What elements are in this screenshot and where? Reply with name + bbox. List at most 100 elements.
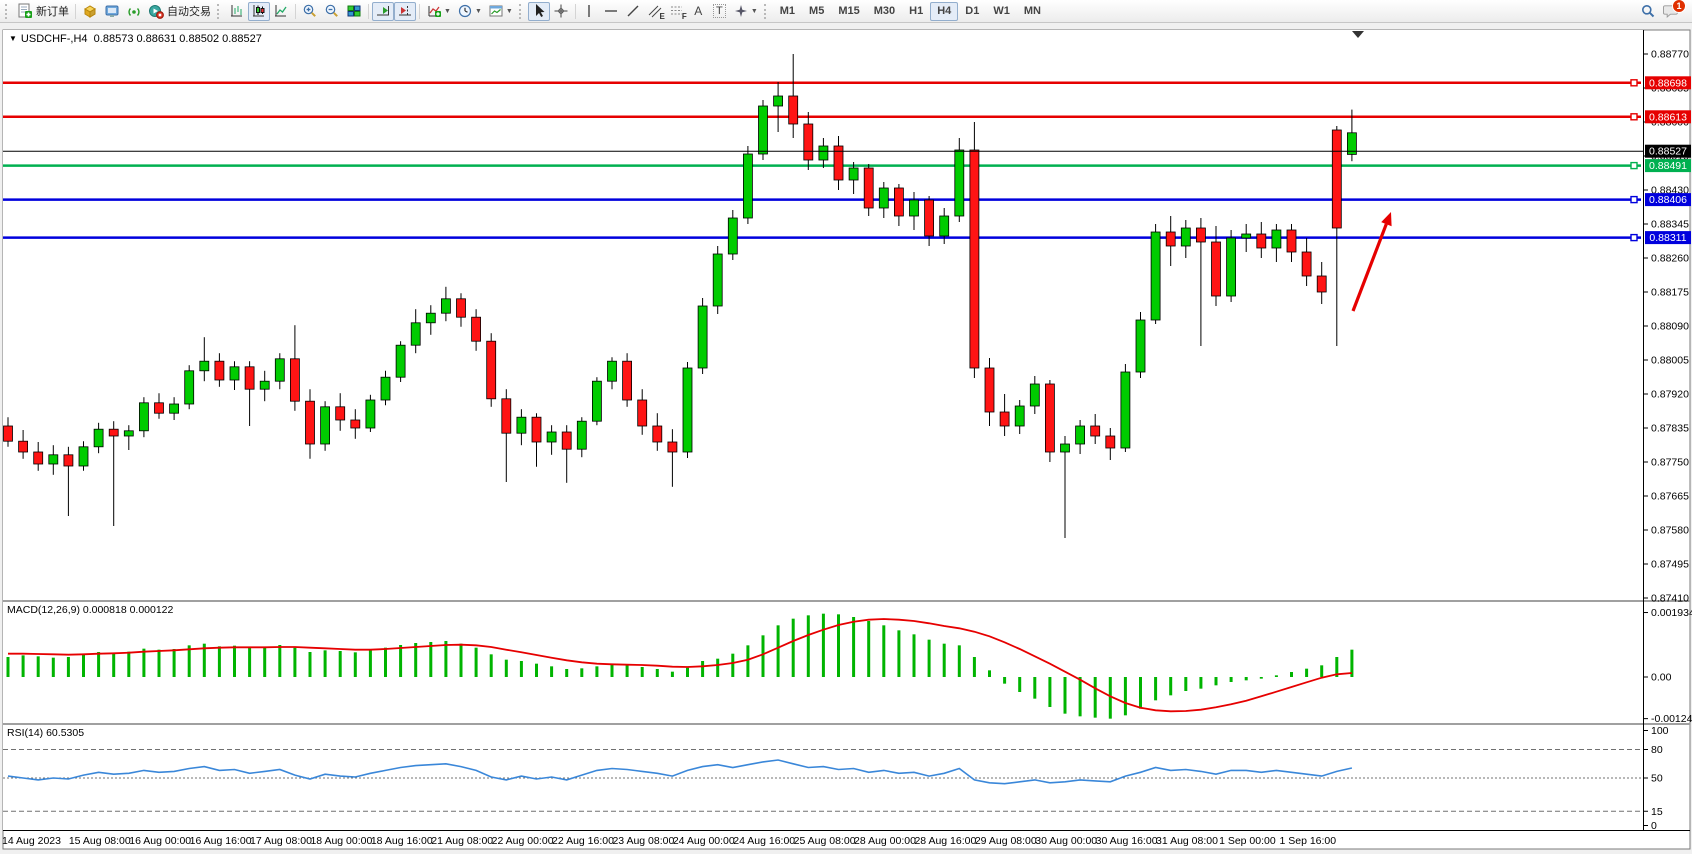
- time-tick-label: 24 Aug 16:00: [733, 835, 795, 847]
- templates-button[interactable]: ▼: [485, 2, 516, 21]
- timeframe-w1-button[interactable]: W1: [993, 5, 1010, 17]
- vertical-line-icon: [582, 3, 596, 19]
- annotation-arrow-head: [1381, 212, 1392, 227]
- text-icon: A: [694, 4, 703, 18]
- price-tick-label: 0.87580: [1651, 525, 1689, 537]
- line-chart-button[interactable]: [270, 2, 292, 21]
- auto-trading-label: 自动交易: [167, 6, 211, 18]
- macd-tick-label: 0.00: [1651, 672, 1672, 684]
- chart-title: ▼ USDCHF-,H4 0.88573 0.88631 0.88502 0.88…: [9, 33, 262, 45]
- toolbar-grip[interactable]: [217, 3, 223, 19]
- pane-divider[interactable]: [3, 723, 1690, 725]
- zoom-out-icon: [324, 3, 340, 19]
- search-button[interactable]: [1637, 2, 1659, 21]
- annotation-arrow[interactable]: [1351, 223, 1388, 312]
- time-tick-label: 22 Aug 16:00: [552, 835, 614, 847]
- toolbar-separator: [419, 3, 420, 19]
- price-tick-label: 0.87920: [1651, 389, 1689, 401]
- rsi-indicator-label: RSI(14) 60.5305: [7, 727, 85, 739]
- time-tick-label: 31 Aug 08:00: [1156, 835, 1218, 847]
- timeframe-h4-button[interactable]: H4: [930, 1, 959, 21]
- price-badge: [1645, 110, 1691, 124]
- new-order-icon: [17, 3, 33, 19]
- time-tick-label: 24 Aug 00:00: [673, 835, 735, 847]
- time-tick-label: 18 Aug 00:00: [310, 835, 372, 847]
- indicators-button[interactable]: ▼: [423, 2, 454, 21]
- fibonacci-button[interactable]: F: [666, 2, 688, 21]
- price-tick-label: 0.88175: [1651, 287, 1689, 299]
- timeframe-group: M1 M5 M15 M30 H1 H4 D1 W1 MN: [773, 1, 1048, 21]
- timeframe-m15-button[interactable]: M15: [838, 5, 860, 17]
- toolbar: 新订单 自动交易: [0, 0, 1692, 23]
- equidistant-channel-button[interactable]: E: [644, 2, 666, 21]
- channel-letter: E: [659, 11, 665, 21]
- price-tick-label: 0.87495: [1651, 559, 1689, 571]
- auto-scroll-button[interactable]: [372, 1, 394, 21]
- line-handle[interactable]: [1630, 161, 1638, 170]
- horizontal-line-button[interactable]: [600, 2, 622, 21]
- time-tick-label: 16 Aug 16:00: [190, 835, 252, 847]
- candlestick-chart-button[interactable]: [248, 1, 270, 21]
- line-handle[interactable]: [1630, 113, 1638, 121]
- price-tick-label: 0.87665: [1651, 491, 1689, 503]
- cursor-button[interactable]: [527, 1, 550, 21]
- metaeditor-button[interactable]: [101, 2, 123, 21]
- time-tick-label: 21 Aug 08:00: [431, 835, 493, 847]
- timeframe-m1-button[interactable]: M1: [779, 5, 796, 17]
- chart-shift-button[interactable]: [394, 1, 416, 21]
- timeframe-m30-button[interactable]: M30: [873, 5, 896, 17]
- time-tick-label: 28 Aug 00:00: [854, 835, 916, 847]
- template-icon: [488, 3, 504, 19]
- notifications-button[interactable]: 1: [1659, 0, 1686, 21]
- text-button[interactable]: A: [688, 2, 709, 21]
- macd-tick-label: -0.001249: [1651, 713, 1692, 725]
- trendline-icon: [625, 3, 641, 19]
- yellow-box-icon: [82, 3, 98, 19]
- toolbar-grip[interactable]: [5, 3, 11, 19]
- signals-button[interactable]: [123, 2, 145, 21]
- toolbar-grip[interactable]: [763, 3, 770, 19]
- toolbar-separator: [368, 3, 369, 19]
- tile-windows-button[interactable]: [343, 2, 365, 21]
- fibonacci-letter: F: [681, 11, 687, 21]
- price-tick-label: 0.88090: [1651, 321, 1689, 333]
- timeframe-h1-button[interactable]: H1: [909, 5, 924, 17]
- line-handle[interactable]: [1630, 79, 1638, 87]
- dropdown-caret-icon: ▼: [505, 7, 513, 15]
- price-tick-label: 0.87750: [1651, 457, 1689, 469]
- toolbar-grip[interactable]: [518, 3, 525, 19]
- channel-icon: [647, 3, 663, 19]
- timeframe-m5-button[interactable]: M5: [809, 5, 825, 17]
- text-label-icon: T: [712, 4, 726, 18]
- price-tick-label: 0.88345: [1651, 219, 1689, 231]
- periods-button[interactable]: ▼: [454, 2, 485, 21]
- line-handle[interactable]: [1630, 195, 1638, 204]
- timeframe-d1-button[interactable]: D1: [965, 5, 980, 17]
- cursor-icon: [531, 3, 547, 19]
- timeframe-mn-button[interactable]: MN: [1023, 5, 1041, 17]
- new-order-label: 新订单: [36, 6, 69, 18]
- zoom-out-button[interactable]: [321, 2, 343, 21]
- symbol-dropdown-icon[interactable]: ▼: [9, 34, 17, 43]
- new-order-button[interactable]: 新订单: [14, 2, 72, 21]
- signal-icon: [126, 3, 142, 19]
- line-handle[interactable]: [1630, 233, 1638, 242]
- trendline-button[interactable]: [622, 2, 644, 21]
- bar-chart-button[interactable]: [226, 2, 248, 21]
- market-watch-button[interactable]: [79, 2, 101, 21]
- main-chart-pane[interactable]: [3, 30, 1643, 600]
- bar-chart-icon: [229, 3, 245, 19]
- crosshair-button[interactable]: [550, 2, 572, 21]
- clock-icon: [457, 3, 473, 19]
- auto-trading-button[interactable]: 自动交易: [145, 2, 214, 21]
- text-label-button[interactable]: T: [709, 2, 730, 21]
- arrows-button[interactable]: ▼: [730, 2, 761, 21]
- rsi-tick-label: 100: [1651, 725, 1669, 737]
- pane-divider[interactable]: [3, 600, 1690, 602]
- time-tick-label: 14 Aug 2023: [2, 835, 61, 847]
- shift-marker-icon[interactable]: [1352, 31, 1364, 38]
- zoom-in-button[interactable]: [299, 2, 321, 21]
- vertical-line-button[interactable]: [579, 2, 600, 21]
- time-tick-label: 30 Aug 00:00: [1035, 835, 1097, 847]
